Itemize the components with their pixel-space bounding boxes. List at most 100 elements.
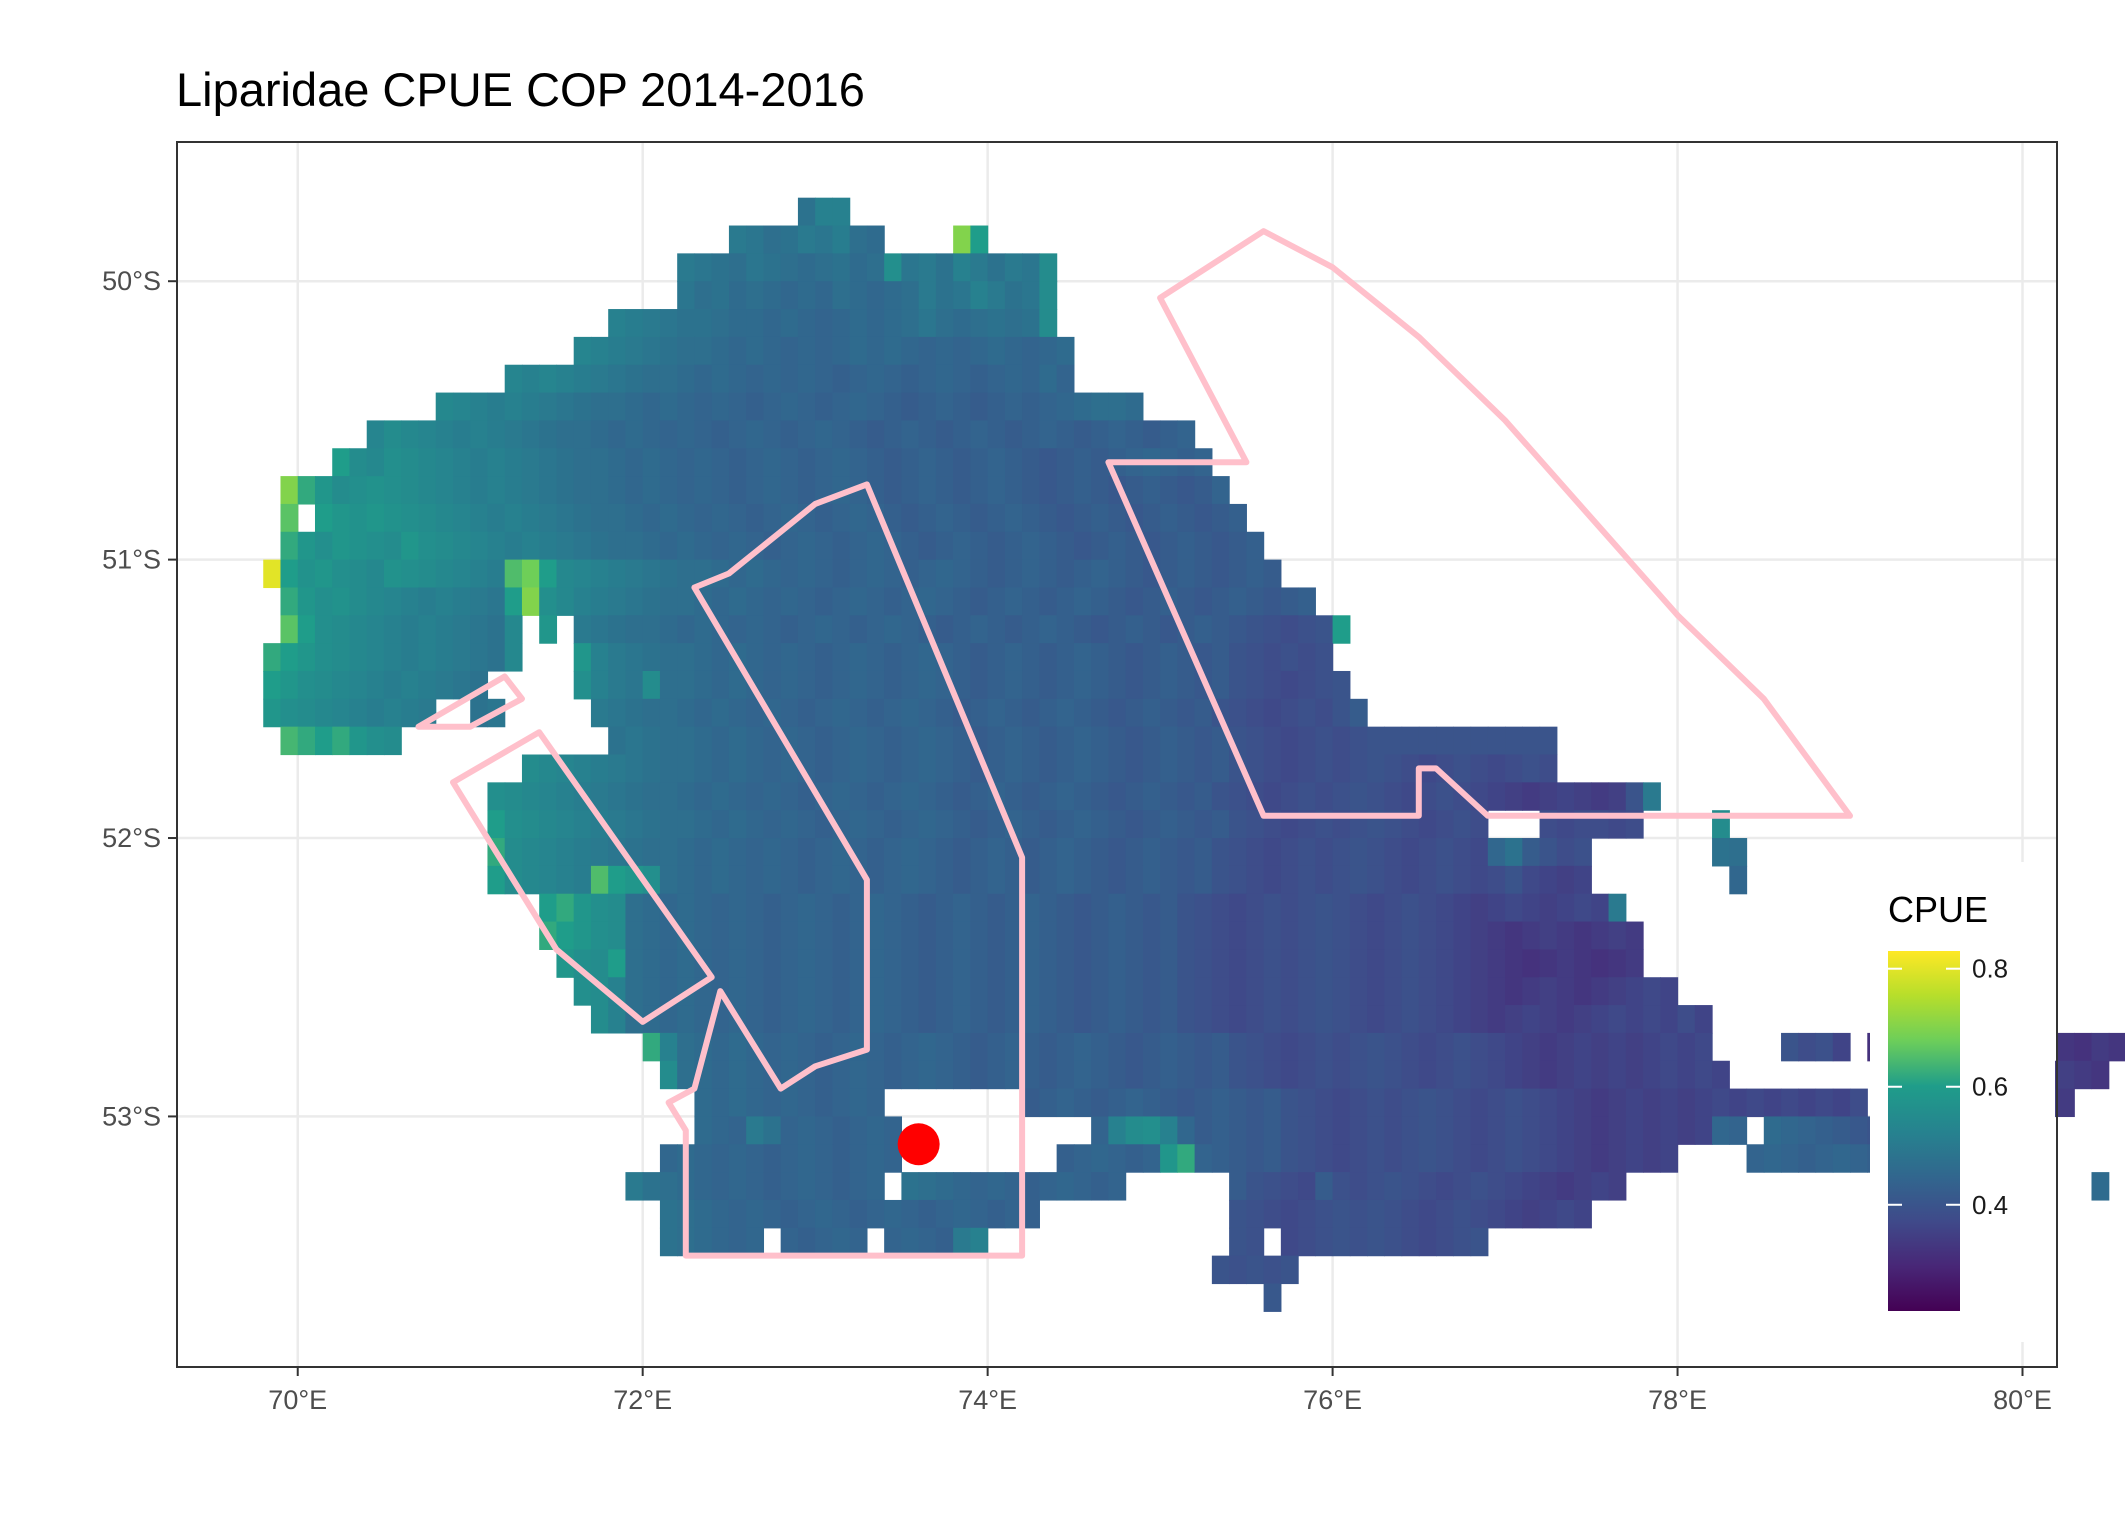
cpue-cell: [590, 865, 609, 895]
cpue-cell: [746, 448, 765, 477]
cpue-cell: [1470, 949, 1489, 978]
cpue-cell: [1608, 1005, 1627, 1034]
cpue-cell: [1539, 949, 1558, 978]
cpue-cell: [1522, 977, 1541, 1006]
cpue-cell: [1505, 977, 1523, 1006]
cpue-cell: [970, 615, 989, 644]
cpue-cell: [1280, 670, 1299, 700]
cpue-cell: [1505, 726, 1523, 756]
cpue-cell: [1332, 726, 1351, 756]
cpue-cell: [1539, 977, 1558, 1006]
cpue-cell: [711, 281, 730, 310]
cpue-cell: [1229, 838, 1247, 867]
cpue-cell: [625, 392, 644, 422]
cpue-cell: [1142, 810, 1161, 839]
cpue-cell: [901, 1060, 920, 1090]
cpue-cell: [366, 726, 385, 756]
cpue-cell: [556, 503, 575, 533]
cpue-cell: [746, 420, 765, 449]
cpue-cell: [918, 977, 937, 1006]
cpue-cell: [1332, 865, 1351, 895]
cpue-cell: [1073, 1172, 1092, 1201]
cpue-cell: [659, 1032, 678, 1062]
cpue-cell: [746, 336, 765, 366]
cpue-cell: [866, 253, 885, 282]
cpue-cell: [1401, 838, 1420, 867]
cpue-cell: [1142, 420, 1161, 449]
cpue-cell: [797, 476, 816, 505]
cpue-cell: [884, 865, 903, 895]
cpue-cell: [1125, 698, 1144, 728]
cpue-cell: [1091, 503, 1109, 533]
cpue-cell: [1142, 1005, 1161, 1034]
cpue-cell: [642, 309, 661, 338]
cpue-cell: [1177, 782, 1196, 811]
cpue-cell: [1470, 1227, 1489, 1257]
cpue-cell: [1177, 949, 1196, 978]
cpue-cell: [573, 615, 592, 644]
cpue-cell: [884, 1005, 903, 1034]
cpue-cell: [849, 1088, 868, 1118]
cpue-cell: [1280, 1255, 1299, 1285]
cpue-cell: [1039, 503, 1058, 533]
cpue-cell: [1367, 1116, 1385, 1145]
cpue-cell: [711, 726, 730, 756]
cpue-cell: [815, 531, 834, 561]
cpue-cell: [780, 698, 799, 728]
cpue-cell: [866, 559, 885, 589]
cpue-cell: [1229, 1144, 1247, 1173]
cpue-cell: [711, 949, 730, 978]
cpue-cell: [935, 420, 954, 449]
cpue-cell: [1091, 1088, 1109, 1118]
cpue-cell: [711, 309, 730, 338]
cpue-cell: [556, 893, 575, 923]
cpue-cell: [573, 364, 592, 394]
cpue-cell: [521, 754, 540, 783]
zone-outline: [450, 729, 715, 1025]
cpue-cell: [728, 1088, 747, 1118]
cpue-cell: [901, 949, 920, 978]
cpue-cell: [780, 977, 799, 1006]
cpue-cell: [970, 531, 989, 561]
cpue-cell: [1487, 1060, 1506, 1090]
cpue-cell: [970, 1227, 989, 1257]
cpue-cell: [901, 754, 920, 783]
cpue-cell: [1056, 1032, 1075, 1062]
cpue-cell: [797, 921, 816, 950]
cpue-cell: [866, 1005, 885, 1034]
cpue-cell: [1591, 893, 1610, 923]
cpue-cell: [1160, 977, 1178, 1006]
cpue-cell: [1781, 1116, 1799, 1145]
cpue-cell: [383, 670, 402, 700]
cpue-cell: [1384, 865, 1403, 895]
cpue-cell: [297, 531, 316, 561]
cpue-cell: [521, 810, 540, 839]
cpue-cell: [1211, 531, 1230, 561]
cpue-cell: [435, 476, 454, 505]
cpue-cell: [746, 810, 765, 839]
cpue-cell: [677, 448, 696, 477]
cpue-cell: [1453, 865, 1472, 895]
cpue-cell: [728, 865, 747, 895]
cpue-cell: [1004, 253, 1023, 282]
cpue-cell: [987, 392, 1006, 422]
cpue-cell: [901, 531, 920, 561]
cpue-cell: [901, 726, 920, 756]
cpue-cell: [1177, 503, 1196, 533]
cpue-cell: [884, 420, 903, 449]
cpue-cell: [935, 281, 954, 310]
cpue-cell: [1487, 865, 1506, 895]
cpue-cell: [918, 281, 937, 310]
cpue-cell: [763, 225, 782, 254]
cpue-cell: [625, 364, 644, 394]
cpue-cell: [1091, 615, 1109, 644]
cpue-cell: [1367, 1060, 1385, 1090]
cpue-cell: [470, 420, 489, 449]
cpue-cell: [1177, 587, 1196, 616]
cpue-cell: [1349, 1088, 1368, 1118]
cpue-cell: [728, 587, 747, 616]
cpue-cell: [1349, 726, 1368, 756]
cpue-cell: [539, 838, 558, 867]
cpue-cell: [1349, 698, 1368, 728]
cpue-cell: [349, 587, 368, 616]
